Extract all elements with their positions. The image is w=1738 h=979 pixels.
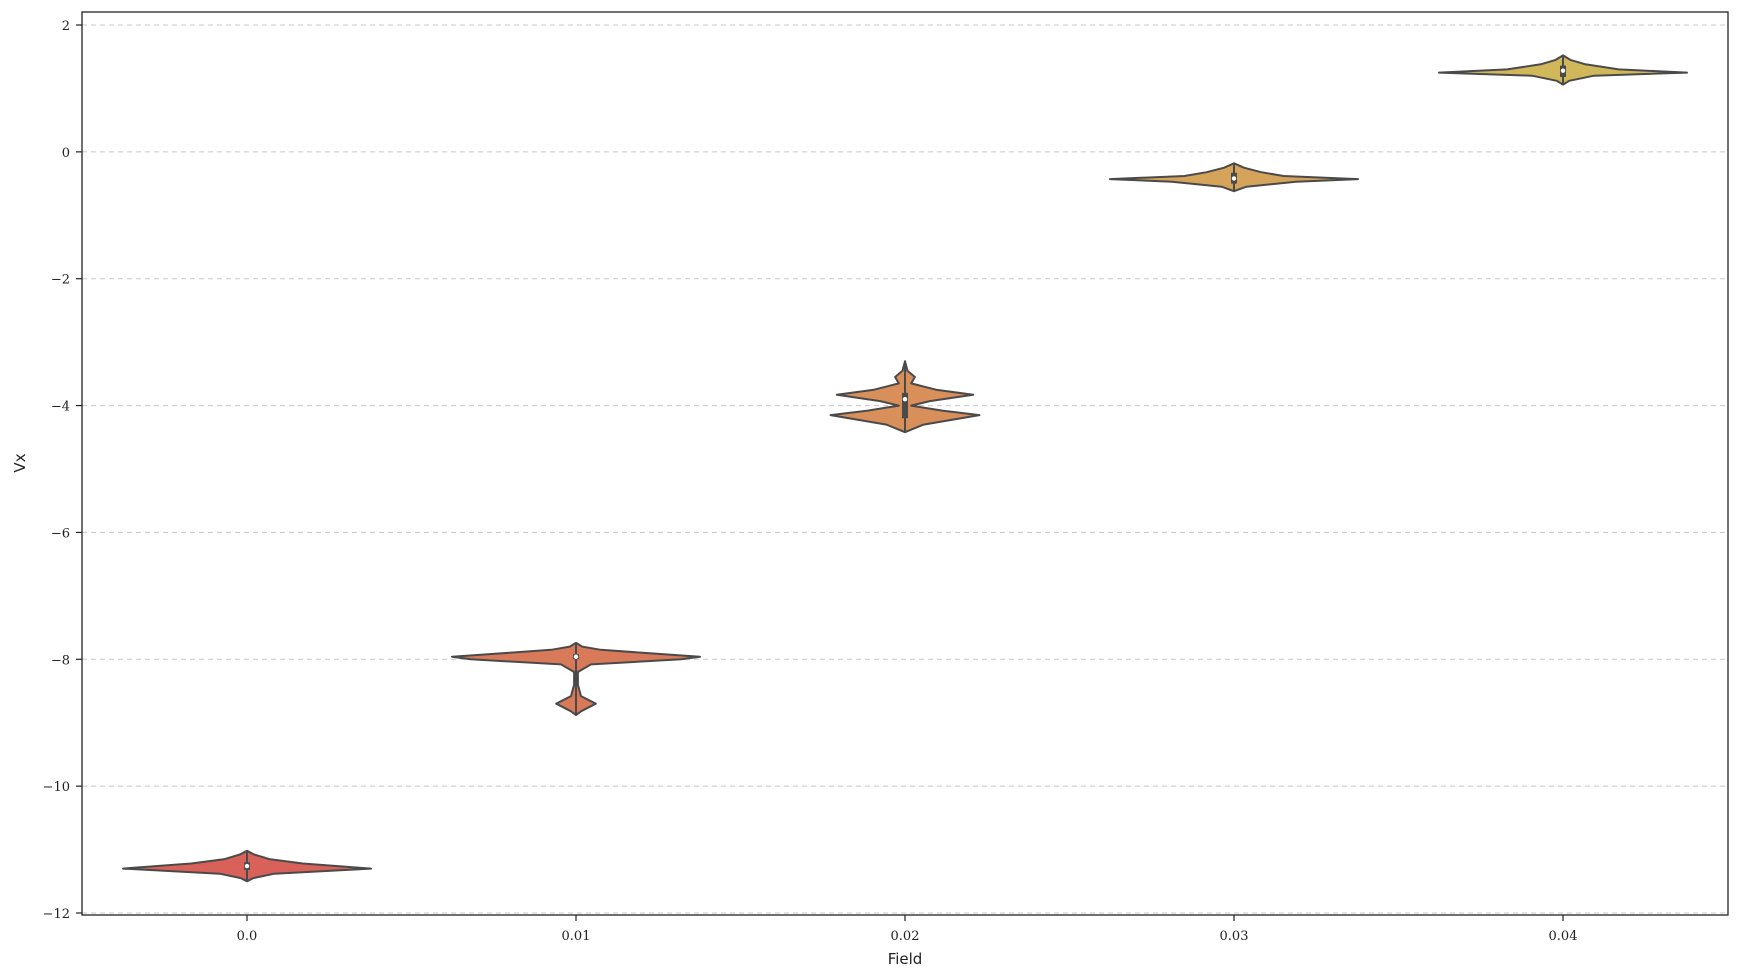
x-tick-label: 0.0 [237, 929, 258, 944]
y-tick-label: −8 [51, 653, 70, 668]
plot-frame [81, 11, 1729, 916]
violin-0.0 [122, 849, 372, 883]
x-tick-label: 0.03 [1220, 929, 1249, 944]
y-tick-label: −6 [51, 526, 70, 541]
violin-0.03 [1109, 162, 1359, 193]
violin-median-point [902, 397, 908, 402]
grid-lines [82, 24, 1728, 914]
y-tick-label: −4 [51, 400, 70, 415]
violin-0.01 [451, 641, 701, 717]
violin-0.04 [1438, 54, 1688, 86]
x-tick-label: 0.02 [891, 929, 920, 944]
x-axis: 0.0 0.01 0.02 0.03 0.04 [237, 915, 1578, 944]
y-tick-label: 0 [62, 146, 70, 161]
x-tick-label: 0.01 [562, 929, 591, 944]
violin-median-point [573, 654, 579, 659]
violin-median-point [1231, 176, 1237, 181]
y-tick-label: −10 [43, 780, 70, 795]
y-tick-label: 2 [62, 19, 70, 34]
y-tick-label: −12 [43, 907, 70, 922]
x-tick-label: 0.04 [1549, 929, 1578, 944]
y-axis-label: Vx [11, 453, 29, 472]
violin-0.02 [829, 360, 981, 434]
violin-series [122, 54, 1688, 883]
y-axis: 2 0 −2 −4 −6 −8 −10 −12 [43, 19, 82, 922]
violin-median-point [244, 863, 250, 869]
violin-median-point [1560, 68, 1566, 73]
x-axis-label: Field [888, 950, 923, 968]
y-tick-label: −2 [51, 273, 70, 288]
